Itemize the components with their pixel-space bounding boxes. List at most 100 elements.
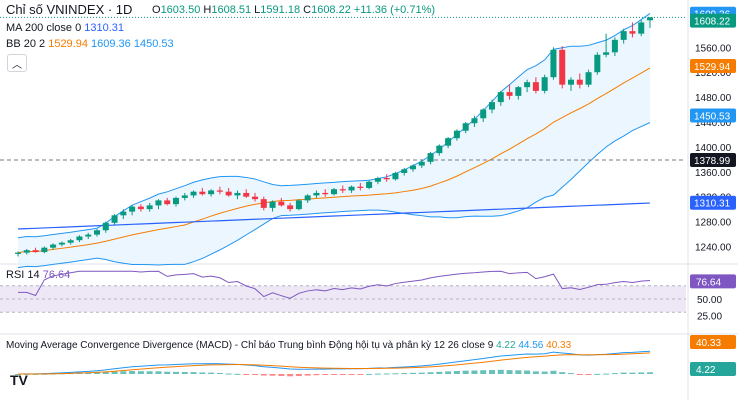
macd-histogram-bar (164, 371, 171, 374)
price-badge-label: 1378.99 (694, 156, 731, 167)
macd-histogram-bar (445, 371, 452, 374)
candle (295, 200, 302, 210)
macd-histogram-bar (111, 371, 118, 374)
candle (515, 87, 522, 96)
macd-histogram-bar (620, 372, 627, 374)
macd-histogram-bar (234, 373, 241, 375)
ma-legend[interactable]: MA 200 close 0 1310.31 (6, 22, 125, 34)
candle (76, 236, 83, 241)
collapse-legend-button[interactable]: ︿ (7, 54, 27, 72)
candle (427, 153, 434, 162)
candle (155, 200, 162, 206)
bb-legend[interactable]: BB 20 2 1529.94 1609.36 1450.53 (6, 38, 174, 50)
rsi-legend[interactable]: RSI 14 76.64 (6, 269, 71, 281)
candle (445, 138, 452, 146)
macd-histogram-bar (357, 374, 364, 375)
bb-basis-line (17, 67, 651, 254)
price-badge (690, 59, 736, 74)
candle (410, 165, 416, 170)
candle (23, 250, 30, 253)
macd-badge (690, 362, 736, 376)
macd-histogram-bar (278, 374, 285, 376)
candle (611, 39, 618, 53)
candle (453, 130, 460, 139)
candle (313, 192, 320, 196)
candle (366, 181, 373, 188)
price-badge (690, 195, 736, 210)
macd-badge-label: 40.33 (696, 338, 721, 349)
candle (252, 196, 258, 200)
rsi-badge-label: 76.64 (696, 277, 721, 288)
macd-histogram-bar (348, 374, 355, 375)
candle (50, 244, 57, 248)
macd-histogram-bar (173, 371, 179, 374)
macd-histogram-bar (287, 374, 294, 377)
candle (532, 82, 539, 91)
tradingview-logo-icon[interactable]: TV (10, 372, 28, 388)
candle (401, 169, 408, 174)
ohlc-readout: O1603.50 H1608.51 L1591.18 C1608.22 +11.… (152, 4, 436, 16)
macd-histogram-bar (383, 373, 390, 375)
price-badge-label: 1450.53 (694, 111, 731, 122)
macd-histogram-bar (559, 372, 566, 374)
candle (32, 250, 39, 253)
price-badge-label: 1608.22 (694, 17, 731, 28)
macd-histogram-bar (629, 372, 636, 374)
macd-histogram-bar (462, 370, 469, 374)
macd-histogram-bar (155, 371, 162, 374)
macd-histogram-bar (497, 369, 504, 374)
candle (392, 173, 399, 180)
rsi-badge (690, 274, 736, 289)
candle (15, 252, 21, 254)
macd-histogram-bar (295, 374, 302, 377)
macd-histogram-bar (304, 374, 311, 376)
candle (260, 199, 267, 208)
macd-histogram-bar (331, 374, 337, 375)
candle (102, 222, 109, 231)
price-tick-label: 1360.00 (695, 168, 732, 179)
candle (576, 79, 583, 85)
macd-histogram-bar (515, 370, 522, 374)
macd-histogram-bar (208, 372, 215, 374)
symbol-title[interactable]: Chỉ số VNINDEX · 1D (6, 2, 133, 17)
macd-histogram-bar (638, 372, 645, 374)
macd-legend[interactable]: Moving Average Convergence Divergence (M… (6, 340, 572, 351)
macd-histogram-bar (576, 374, 583, 375)
candle (199, 191, 206, 195)
candle (216, 190, 223, 192)
price-tick-label: 1480.00 (695, 93, 732, 104)
macd-histogram-bar (392, 373, 399, 375)
candle (190, 191, 197, 196)
candle (559, 49, 566, 85)
candle (497, 92, 504, 103)
macd-histogram-bar (225, 373, 232, 375)
candle (41, 247, 48, 253)
price-tick-label: 1560.00 (695, 43, 732, 54)
macd-histogram-bar (418, 372, 425, 374)
candle (568, 79, 574, 85)
macd-histogram-bar (453, 371, 460, 374)
macd-histogram-bar (427, 372, 434, 374)
macd-histogram-bar (190, 372, 197, 374)
macd-histogram-bar (524, 370, 531, 374)
candle (506, 92, 513, 96)
bb-lower-line (17, 122, 651, 269)
price-tick-label: 1400.00 (695, 143, 732, 154)
macd-histogram-bar (322, 374, 329, 375)
candle (58, 242, 65, 245)
candle (94, 230, 100, 235)
candle (471, 118, 478, 124)
candle (339, 189, 346, 191)
macd-signal-line (17, 352, 651, 375)
macd-histogram-bar (374, 373, 381, 375)
macd-badge-label: 4.22 (696, 365, 716, 376)
macd-histogram-bar (489, 370, 495, 374)
macd-histogram-bar (611, 373, 618, 375)
price-badge (690, 108, 736, 123)
macd-histogram-bar (269, 374, 276, 376)
macd-line (17, 350, 651, 375)
macd-histogram-bar (366, 373, 373, 375)
chevron-up-icon: ︿ (12, 59, 22, 71)
candle (357, 186, 364, 188)
